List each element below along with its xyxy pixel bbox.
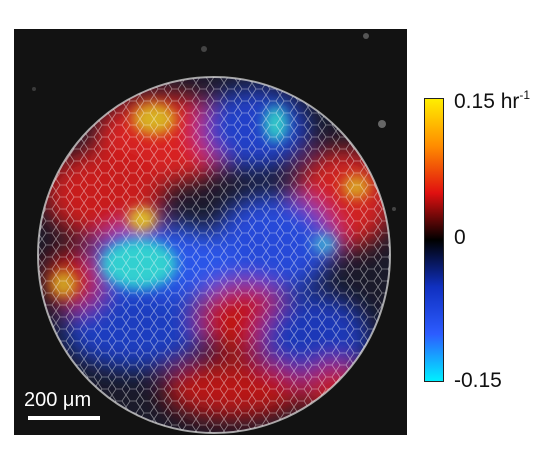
colorbar-max-label: 0.15 hr-1 [454,88,531,113]
scale-bar-label: 200 μm [24,389,92,411]
colorbar-mid-label: 0 [454,226,466,249]
divergence-overlay [32,33,396,434]
scale-bar [28,416,100,420]
cell-monolayer-image: 200 μm [14,29,407,435]
colorbar [424,98,444,382]
colorbar-min-label: -0.15 [454,369,502,392]
